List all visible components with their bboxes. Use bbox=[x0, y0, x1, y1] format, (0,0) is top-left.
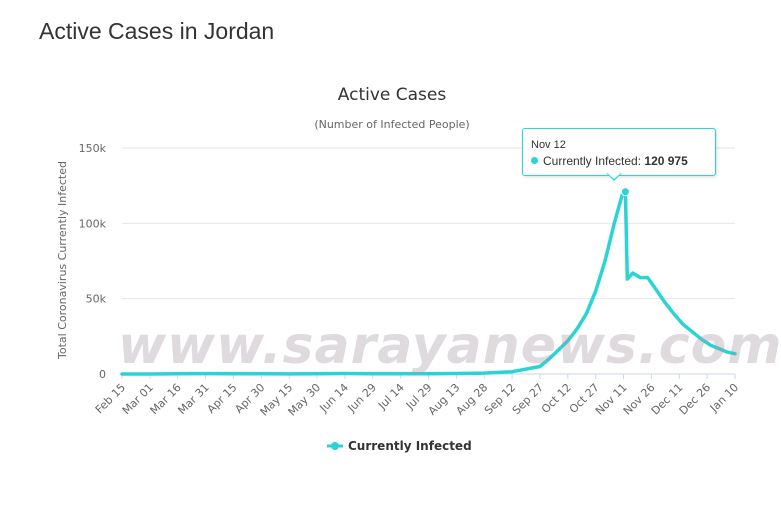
y-tick-label: 100k bbox=[79, 217, 107, 230]
series-line-currently-infected[interactable] bbox=[120, 188, 737, 376]
legend[interactable]: Currently Infected bbox=[327, 439, 472, 453]
x-tick-label: Apr 15 bbox=[205, 381, 240, 416]
x-tick-label: Sep 27 bbox=[510, 381, 546, 417]
legend-marker bbox=[331, 442, 339, 450]
x-tick-label: Jun 29 bbox=[344, 381, 378, 415]
x-tick-label: Jul 14 bbox=[375, 381, 407, 413]
tooltip-series-dot bbox=[531, 157, 538, 164]
tooltip-label: Currently Infected bbox=[543, 154, 638, 168]
x-tick-label: Mar 31 bbox=[175, 381, 211, 417]
y-tick-label: 0 bbox=[99, 368, 106, 381]
x-tick-label: Dec 26 bbox=[677, 381, 714, 418]
x-tick-label: Jun 14 bbox=[317, 381, 351, 415]
tooltip-date: Nov 12 bbox=[531, 139, 566, 151]
watermark: www.sarayanews.com bbox=[118, 316, 781, 376]
y-tick-label: 50k bbox=[86, 293, 107, 306]
y-axis-label: Total Coronavirus Currently Infected bbox=[56, 161, 69, 360]
tooltip-arrow-inner bbox=[607, 173, 621, 179]
hover-point[interactable] bbox=[620, 187, 630, 197]
tooltip-value: 120 975 bbox=[644, 154, 688, 168]
tooltip: Nov 12 Currently Infected: 120 975 bbox=[522, 128, 716, 176]
page-title: Active Cases in Jordan bbox=[39, 18, 275, 44]
series-layer bbox=[120, 187, 737, 376]
x-tick-label: Oct 12 bbox=[539, 381, 574, 416]
tooltip-line: Currently Infected: 120 975 bbox=[531, 154, 688, 168]
y-tick-label: 150k bbox=[79, 142, 107, 155]
x-tick-label: Jan 10 bbox=[707, 381, 741, 415]
y-tick-labels: 0 50k 100k 150k bbox=[79, 142, 107, 381]
chart-subtitle: (Number of Infected People) bbox=[314, 118, 469, 131]
legend-label[interactable]: Currently Infected bbox=[348, 439, 472, 453]
chart-title: Active Cases bbox=[338, 85, 447, 105]
